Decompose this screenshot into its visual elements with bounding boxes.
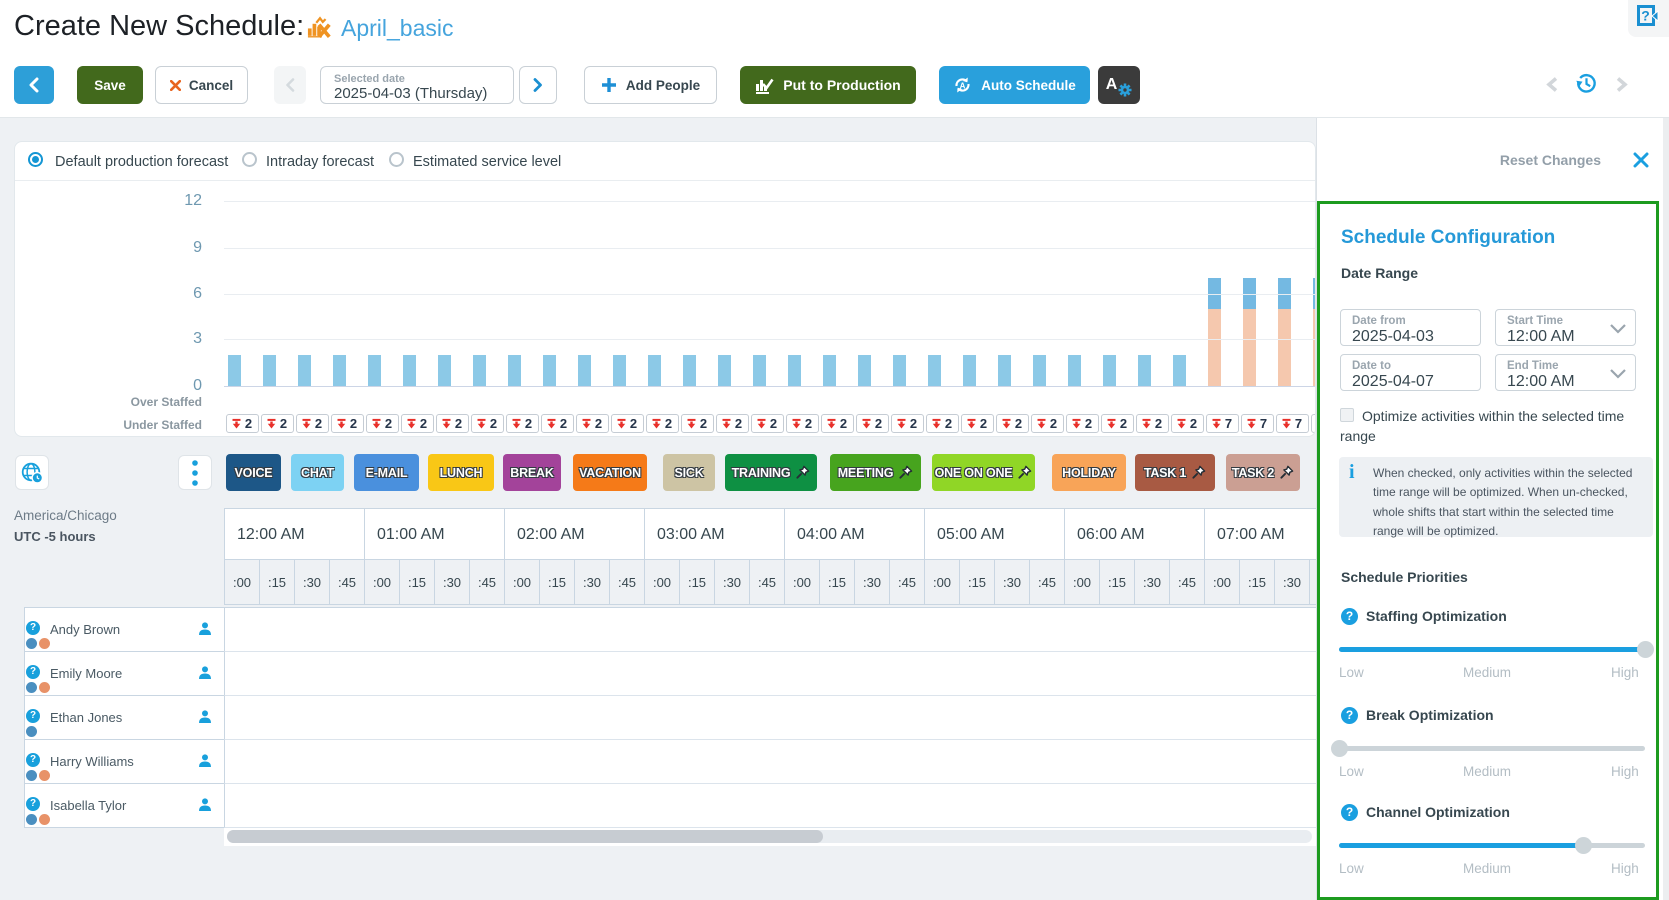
svg-text:?: ? <box>1641 8 1650 24</box>
svg-text:A: A <box>960 81 966 90</box>
